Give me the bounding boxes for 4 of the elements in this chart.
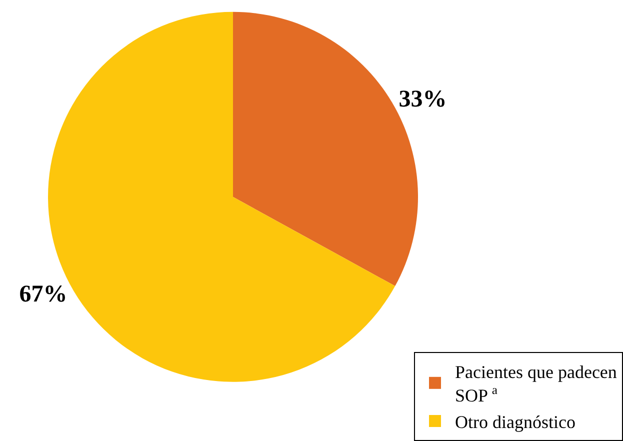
legend-label: Otro diagnóstico — [455, 412, 576, 432]
data-label: 67% — [19, 281, 68, 308]
legend-label: Pacientes que padecen SOP $^{a}$ — [455, 362, 617, 406]
data-label: 33% — [398, 86, 447, 112]
